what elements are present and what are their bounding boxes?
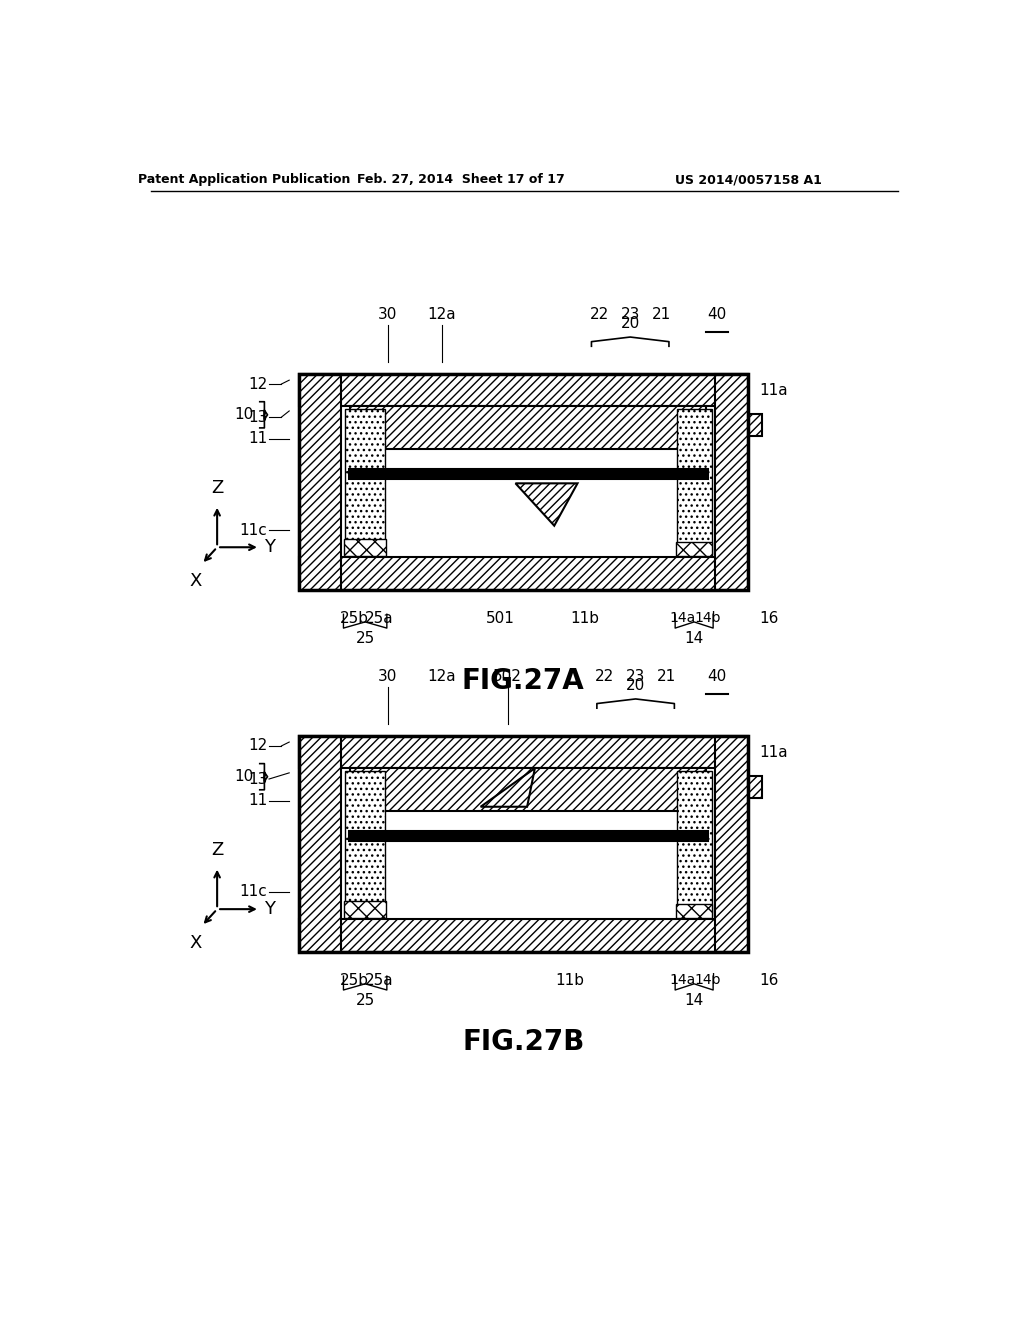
Text: 13: 13 [248,409,267,425]
Bar [349,830,708,841]
Bar [341,407,716,557]
Text: 14b: 14b [694,611,721,626]
Text: X: X [189,933,202,952]
Polygon shape [515,483,578,525]
Bar [299,737,748,768]
Text: 20: 20 [621,315,640,331]
Text: 22: 22 [595,668,614,684]
Bar [299,557,748,590]
Text: 14: 14 [684,993,703,1008]
Bar [676,904,713,917]
Text: 11b: 11b [570,611,600,626]
Bar [748,776,762,797]
Bar [716,737,748,952]
Bar [299,374,341,590]
Text: 501: 501 [485,611,514,626]
Text: 25a: 25a [365,973,393,989]
Text: Z: Z [211,479,223,498]
Text: 25a: 25a [365,611,393,626]
Bar [716,374,748,590]
Text: 11: 11 [248,432,267,446]
Bar [345,409,385,554]
Text: 25: 25 [355,631,375,647]
Text: 11b: 11b [555,973,585,989]
Text: 12: 12 [248,376,267,392]
Text: 11a: 11a [759,383,787,397]
Text: 14a: 14a [670,611,696,626]
Text: 23: 23 [626,668,645,684]
Text: 12: 12 [248,738,267,754]
Text: 21: 21 [657,668,676,684]
Text: 40: 40 [708,306,727,322]
Bar [299,919,748,952]
Text: Y: Y [264,900,275,919]
Bar [350,768,707,810]
Bar [299,374,748,590]
Text: 25: 25 [355,993,375,1008]
Text: 20: 20 [626,677,645,693]
Bar [344,900,386,917]
Text: 11c: 11c [240,884,267,899]
Text: Feb. 27, 2014  Sheet 17 of 17: Feb. 27, 2014 Sheet 17 of 17 [357,173,565,186]
Text: 21: 21 [651,306,671,322]
Text: 16: 16 [759,973,778,989]
Text: 14a: 14a [670,973,696,987]
Bar [676,541,713,556]
Text: 16: 16 [759,611,778,626]
Text: 25b: 25b [340,611,369,626]
Text: 22: 22 [590,306,609,322]
Text: 12a: 12a [428,668,456,684]
Bar [748,414,762,436]
Text: Y: Y [264,539,275,556]
Bar [350,407,707,449]
Bar [299,737,341,952]
Text: 40: 40 [708,668,727,684]
Text: Patent Application Publication: Patent Application Publication [138,173,350,186]
Text: FIG.27B: FIG.27B [462,1028,585,1056]
Polygon shape [480,768,535,807]
Text: 10: 10 [234,770,254,784]
Text: 30: 30 [378,668,397,684]
Bar [349,469,708,479]
Text: 10: 10 [234,408,254,422]
Bar [344,539,386,556]
Text: 30: 30 [378,306,397,322]
Text: 11a: 11a [759,744,787,759]
Text: Z: Z [211,841,223,859]
Bar [341,768,716,919]
Text: 14b: 14b [694,973,721,987]
Bar [299,737,748,952]
Text: 11: 11 [248,793,267,808]
Text: FIG.27A: FIG.27A [462,667,585,694]
Text: 502: 502 [494,668,522,684]
Text: 13: 13 [248,771,267,787]
Bar [677,771,712,916]
Text: 14: 14 [684,631,703,647]
Text: X: X [189,572,202,590]
Text: US 2014/0057158 A1: US 2014/0057158 A1 [675,173,821,186]
Text: 25b: 25b [340,973,369,989]
Text: 23: 23 [621,306,640,322]
Bar [299,374,748,407]
Bar [345,771,385,916]
Text: 12a: 12a [428,306,456,322]
Text: 11c: 11c [240,523,267,537]
Bar [677,409,712,554]
